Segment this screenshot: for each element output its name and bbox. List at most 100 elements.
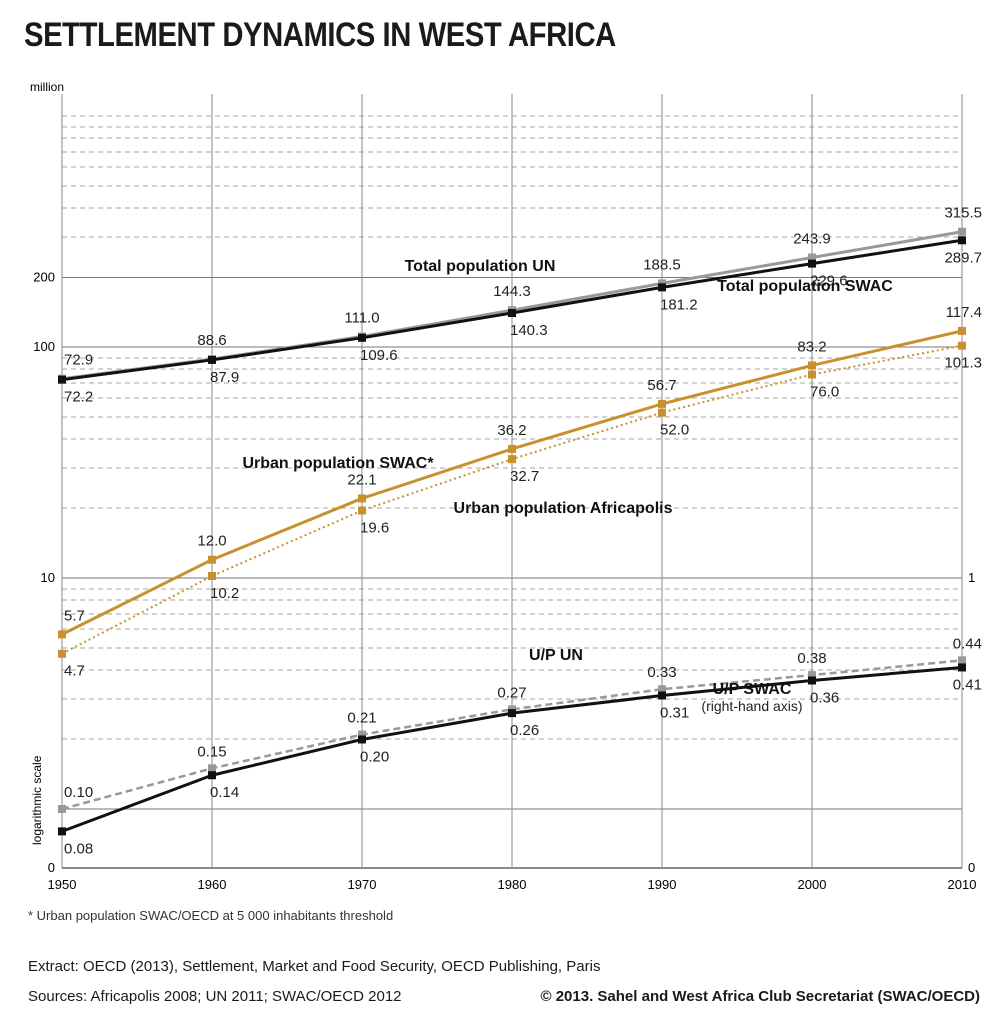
- data-label: 243.9: [793, 231, 831, 248]
- data-label: 0.26: [510, 722, 539, 739]
- data-label: 10.2: [210, 585, 239, 602]
- data-label: 76.0: [810, 384, 839, 401]
- y-scale-label: logarithmic scale: [30, 755, 44, 845]
- data-label: 83.2: [797, 338, 826, 355]
- data-label: 188.5: [643, 256, 681, 273]
- x-tick-label: 2010: [948, 877, 977, 892]
- data-label: 0.14: [210, 784, 239, 801]
- data-label: 0.31: [660, 704, 689, 721]
- y-tick-label-left: 100: [33, 339, 55, 354]
- data-point: [58, 649, 66, 658]
- data-point: [358, 506, 366, 515]
- data-point: [808, 253, 816, 262]
- data-point: [808, 671, 816, 680]
- extract-note: Extract: OECD (2013), Settlement, Market…: [28, 958, 601, 975]
- data-point: [508, 455, 516, 464]
- data-label: 4.7: [64, 663, 85, 680]
- data-label: 109.6: [360, 347, 398, 364]
- data-label: 289.7: [944, 249, 982, 266]
- y-tick-label-left: 0: [48, 860, 55, 875]
- data-point: [658, 283, 666, 292]
- data-point: [58, 375, 66, 384]
- data-point: [958, 236, 966, 245]
- y-unit-label: million: [30, 80, 64, 94]
- y-tick-label-left: 200: [33, 269, 55, 284]
- data-label: 12.0: [197, 533, 226, 550]
- data-point: [808, 361, 816, 370]
- data-point: [958, 227, 966, 236]
- data-point: [358, 735, 366, 744]
- data-label: 0.27: [497, 684, 526, 701]
- data-label: 0.15: [197, 743, 226, 760]
- y-tick-label-left: 10: [41, 570, 55, 585]
- data-point: [658, 691, 666, 700]
- data-label: 0.10: [64, 784, 93, 801]
- chart-title: SETTLEMENT DYNAMICS IN WEST AFRICA: [24, 16, 616, 54]
- data-point: [508, 444, 516, 453]
- data-label: 144.3: [493, 283, 531, 300]
- x-tick-label: 2000: [798, 877, 827, 892]
- data-label: 56.7: [647, 377, 676, 394]
- data-point: [58, 630, 66, 639]
- data-point: [658, 408, 666, 417]
- footnote: * Urban population SWAC/OECD at 5 000 in…: [28, 908, 394, 923]
- data-label: 0.21: [347, 710, 376, 727]
- y-tick-label-right: 1: [968, 570, 975, 585]
- x-tick-label: 1990: [648, 877, 677, 892]
- data-label: 0.33: [647, 664, 676, 681]
- data-point: [358, 494, 366, 503]
- data-label: 88.6: [197, 332, 226, 349]
- data-label: 229.6: [810, 273, 848, 290]
- data-point: [208, 355, 216, 364]
- x-tick-label: 1970: [348, 877, 377, 892]
- data-point: [958, 656, 966, 665]
- data-label: 52.0: [660, 422, 689, 439]
- data-point: [658, 685, 666, 694]
- data-label: 181.2: [660, 296, 698, 313]
- x-tick-label: 1950: [48, 877, 77, 892]
- data-label: 315.5: [944, 205, 982, 222]
- series-name-label: Total population SWAC: [717, 278, 893, 295]
- data-label: 0.41: [953, 676, 982, 693]
- data-label: 140.3: [510, 322, 548, 339]
- data-label: 0.20: [360, 748, 389, 765]
- data-label: 87.9: [210, 369, 239, 386]
- data-point: [808, 370, 816, 379]
- data-label: 36.2: [497, 422, 526, 439]
- series-name-label: U/P SWAC: [713, 681, 792, 698]
- y-tick-label-right: 0: [968, 860, 975, 875]
- data-label: 72.2: [64, 389, 93, 406]
- series-name-label: U/P UN: [529, 647, 583, 664]
- data-point: [58, 827, 66, 836]
- data-label: 117.4: [946, 304, 982, 321]
- data-point: [358, 333, 366, 342]
- data-point: [808, 259, 816, 268]
- data-label: 72.9: [64, 352, 93, 369]
- data-point: [958, 341, 966, 350]
- data-point: [208, 764, 216, 773]
- data-point: [658, 399, 666, 408]
- data-label: 22.1: [347, 471, 376, 488]
- data-point: [958, 326, 966, 335]
- series-name-label: Total population UN: [405, 258, 556, 275]
- data-point: [208, 572, 216, 581]
- data-point: [208, 771, 216, 780]
- data-label: 111.0: [344, 310, 379, 327]
- series-sublabel: (right-hand axis): [701, 698, 802, 714]
- copyright-note: © 2013. Sahel and West Africa Club Secre…: [540, 988, 980, 1005]
- data-label: 0.36: [810, 689, 839, 706]
- data-point: [508, 309, 516, 318]
- data-label: 0.44: [953, 635, 982, 652]
- data-label: 32.7: [510, 468, 539, 485]
- series-name-label: Urban population SWAC*: [242, 455, 434, 472]
- series-name-label: Urban population Africapolis: [454, 500, 673, 517]
- data-label: 101.3: [944, 355, 982, 372]
- data-label: 0.38: [797, 650, 826, 667]
- data-point: [808, 676, 816, 685]
- data-point: [358, 730, 366, 739]
- data-point: [58, 805, 66, 813]
- sources-note: Sources: Africapolis 2008; UN 2011; SWAC…: [28, 988, 402, 1005]
- data-point: [208, 555, 216, 564]
- x-tick-label: 1980: [498, 877, 527, 892]
